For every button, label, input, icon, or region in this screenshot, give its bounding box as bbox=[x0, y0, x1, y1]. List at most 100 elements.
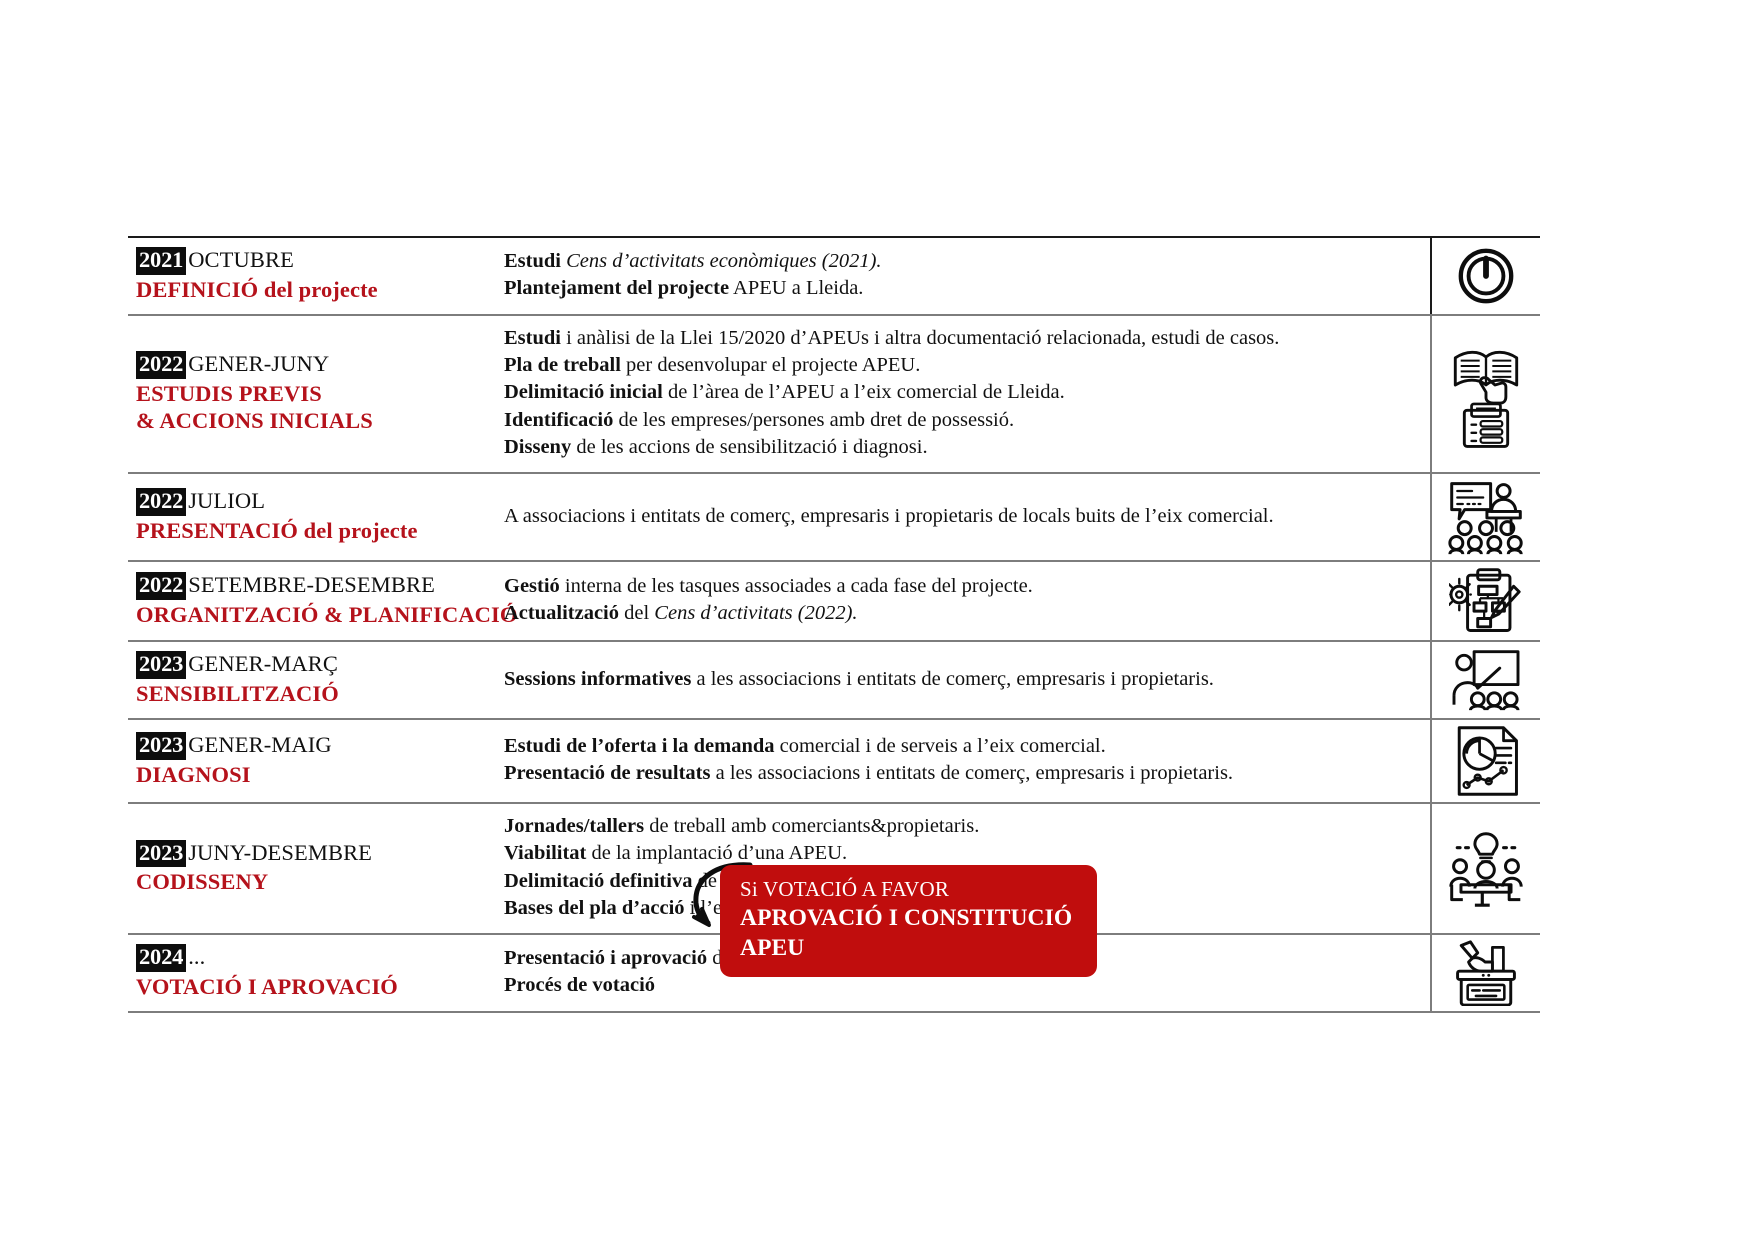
period-line: 2023 GENER-MAIG bbox=[136, 732, 498, 760]
detail-bold: Pla de treball bbox=[504, 354, 621, 377]
period-label: GENER-MAIG bbox=[188, 732, 332, 758]
detail-line: Procés de votació bbox=[504, 972, 1422, 999]
chart-report-icon bbox=[1450, 724, 1522, 798]
timeline-rows: 2021 OCTUBRE DEFINICIÓ del projecte Estud… bbox=[128, 236, 1540, 1014]
period-label: JULIOL bbox=[188, 488, 266, 514]
detail-bold: Actualització bbox=[504, 602, 619, 625]
year-badge: 2023 bbox=[136, 732, 187, 760]
period-line: 2022 JULIOL bbox=[136, 488, 498, 516]
detail-rest: del bbox=[619, 602, 655, 625]
timeline-row: 2023 GENER-MAIG DIAGNOSI Estudi de l’ofer… bbox=[128, 718, 1540, 803]
detail-rest: a les associacions i entitats de comerç,… bbox=[691, 667, 1214, 690]
year-badge: 2024 bbox=[136, 944, 187, 972]
timeline-row: 2024... VOTACIÓ I APROVACIÓ Presentació … bbox=[128, 933, 1540, 1014]
detail-rest: comercial i de serveis a l’eix comercial… bbox=[774, 734, 1106, 757]
row-detail-cell: Estudi de l’oferta i la demanda comercia… bbox=[504, 720, 1432, 803]
period-line: 2022 SETEMBRE-DESEMBRE bbox=[136, 572, 498, 600]
timeline-row: 2022 SETEMBRE-DESEMBRE ORGANITZACIÓ & PLA… bbox=[128, 560, 1540, 641]
period-label: SETEMBRE-DESEMBRE bbox=[188, 572, 435, 598]
timeline-row: 2023 JUNY-DESEMBRE CODISSENY Jornades/tal… bbox=[128, 802, 1540, 934]
period-line: 2021 OCTUBRE bbox=[136, 247, 498, 275]
phase-title: VOTACIÓ I APROVACIÓ bbox=[136, 973, 398, 999]
detail-rest: interna de les tasques associades a cada… bbox=[559, 574, 1033, 597]
detail-line: Actualització del Cens d’activitats (202… bbox=[504, 600, 1422, 627]
period-line: 2023 JUNY-DESEMBRE bbox=[136, 839, 498, 868]
timeline-row: 2021 OCTUBRE DEFINICIÓ del projecte Estud… bbox=[128, 236, 1540, 314]
detail-bold: Delimitació definitiva bbox=[504, 869, 693, 892]
detail-line: Presentació de resultats a les associaci… bbox=[504, 760, 1422, 787]
row-icon-cell bbox=[1432, 474, 1540, 560]
row-detail-cell: Estudi i anàlisi de la Llei 15/2020 d’AP… bbox=[504, 315, 1432, 473]
row-period-cell: 2022 SETEMBRE-DESEMBRE ORGANITZACIÓ & PLA… bbox=[128, 562, 518, 640]
callout-condition-text: Si VOTACIÓ A FAVOR bbox=[740, 877, 950, 901]
row-period-cell: 2021 OCTUBRE DEFINICIÓ del projecte bbox=[128, 238, 504, 314]
period-line: 2023 GENER-MARÇ bbox=[136, 651, 498, 679]
detail-line: A associacions i entitats de comerç, emp… bbox=[504, 504, 1274, 527]
row-detail-cell: Estudi Cens d’activitats econòmiques (20… bbox=[504, 238, 1432, 314]
detail-line: Gestió interna de les tasques associades… bbox=[504, 573, 1422, 600]
row-period-cell: 2023 JUNY-DESEMBRE CODISSENY bbox=[128, 804, 504, 933]
detail-line: Jornades/tallers de treball amb comercia… bbox=[504, 813, 1422, 840]
year-badge: 2022 bbox=[136, 488, 187, 516]
open-book-hand-icon bbox=[1449, 338, 1523, 450]
detail-line: Pla de treball per desenvolupar el proje… bbox=[504, 352, 1422, 379]
row-period-cell: 2022 JULIOL PRESENTACIÓ del projecte bbox=[128, 474, 504, 560]
detail-rest: de la implantació d’una APEU. bbox=[586, 842, 848, 865]
detail-rest: i anàlisi de la Llei 15/2020 d’APEUs i a… bbox=[560, 326, 1280, 349]
period-line: 2024... bbox=[136, 944, 498, 972]
detail-line: Delimitació inicial de l’àrea de l’APEU … bbox=[504, 379, 1422, 406]
row-icon-cell bbox=[1432, 642, 1540, 718]
detail-line: Disseny de les accions de sensibilitzaci… bbox=[504, 434, 1422, 461]
detail-bold: Estudi bbox=[504, 249, 561, 272]
row-period-cell: 2024... VOTACIÓ I APROVACIÓ bbox=[128, 935, 504, 1011]
detail-rest: de les empreses/persones amb dret de pos… bbox=[613, 408, 1015, 431]
detail-line: Estudi Cens d’activitats econòmiques (20… bbox=[504, 248, 1422, 275]
detail-rest: de treball amb comerciants&propietaris. bbox=[644, 815, 980, 838]
detail-bold: Disseny bbox=[504, 435, 572, 458]
row-detail-cell: A associacions i entitats de comerç, emp… bbox=[504, 474, 1432, 561]
period-label: OCTUBRE bbox=[188, 247, 294, 272]
detail-rest: de l’àrea de l’APEU a l’eix comercial de… bbox=[662, 381, 1065, 404]
detail-bold: Estudi de l’oferta i la demanda bbox=[504, 734, 775, 757]
detail-rest: a les associacions i entitats de comerç,… bbox=[710, 762, 1234, 785]
detail-bold: Jornades/tallers bbox=[504, 815, 645, 838]
row-icon-cell bbox=[1432, 935, 1540, 1011]
row-icon-cell bbox=[1432, 720, 1540, 802]
detail-bold: Procés de votació bbox=[504, 974, 656, 997]
detail-line: Plantejament del projecte APEU a Lleida. bbox=[504, 275, 1422, 302]
year-badge: 2022 bbox=[136, 351, 187, 379]
row-period-cell: 2022 GENER-JUNY ESTUDIS PREVIS & ACCIONS … bbox=[128, 316, 504, 472]
year-badge: 2023 bbox=[136, 651, 187, 679]
period-label: JUNY-DESEMBRE bbox=[188, 839, 373, 865]
detail-bold: Identificació bbox=[504, 408, 614, 431]
brainstorm-table-icon bbox=[1446, 831, 1526, 907]
detail-bold: Bases del pla d’acció bbox=[504, 896, 685, 919]
power-button-icon bbox=[1455, 245, 1517, 307]
detail-bold: Plantejament del projecte bbox=[504, 276, 730, 299]
year-badge: 2022 bbox=[136, 572, 187, 600]
year-badge: 2023 bbox=[136, 839, 187, 868]
phase-title: CODISSENY bbox=[136, 869, 269, 895]
phase-title: ESTUDIS PREVIS & ACCIONS INICIALS bbox=[136, 380, 498, 435]
timeline-row: 2022 GENER-JUNY ESTUDIS PREVIS & ACCIONS … bbox=[128, 313, 1540, 473]
detail-bold: Delimitació inicial bbox=[504, 381, 663, 404]
detail-italic: Cens d’activitats econòmiques (2021). bbox=[560, 249, 882, 272]
gear-clipboard-planning-icon bbox=[1449, 566, 1523, 636]
year-badge: 2021 bbox=[136, 247, 187, 275]
presenter-board-icon bbox=[1450, 648, 1522, 712]
detail-bold: Presentació de resultats bbox=[504, 762, 711, 785]
row-period-cell: 2023 GENER-MAIG DIAGNOSI bbox=[128, 720, 504, 802]
ballot-box-icon bbox=[1450, 940, 1522, 1007]
presentation-audience-icon bbox=[1448, 478, 1524, 556]
detail-bold: Gestió bbox=[504, 574, 560, 597]
row-icon-cell bbox=[1432, 238, 1540, 314]
phase-title: ORGANITZACIÓ & PLANIFICACIÓ bbox=[136, 601, 518, 627]
period-label: ... bbox=[188, 944, 206, 970]
detail-bold: Sessions informatives bbox=[504, 667, 692, 690]
detail-rest: APEU a Lleida. bbox=[729, 276, 864, 299]
period-label: GENER-MARÇ bbox=[188, 651, 338, 677]
detail-bold: Estudi bbox=[504, 326, 561, 349]
detail-rest: per desenvolupar el projecte APEU. bbox=[620, 354, 921, 377]
detail-line: Estudi de l’oferta i la demanda comercia… bbox=[504, 733, 1422, 760]
